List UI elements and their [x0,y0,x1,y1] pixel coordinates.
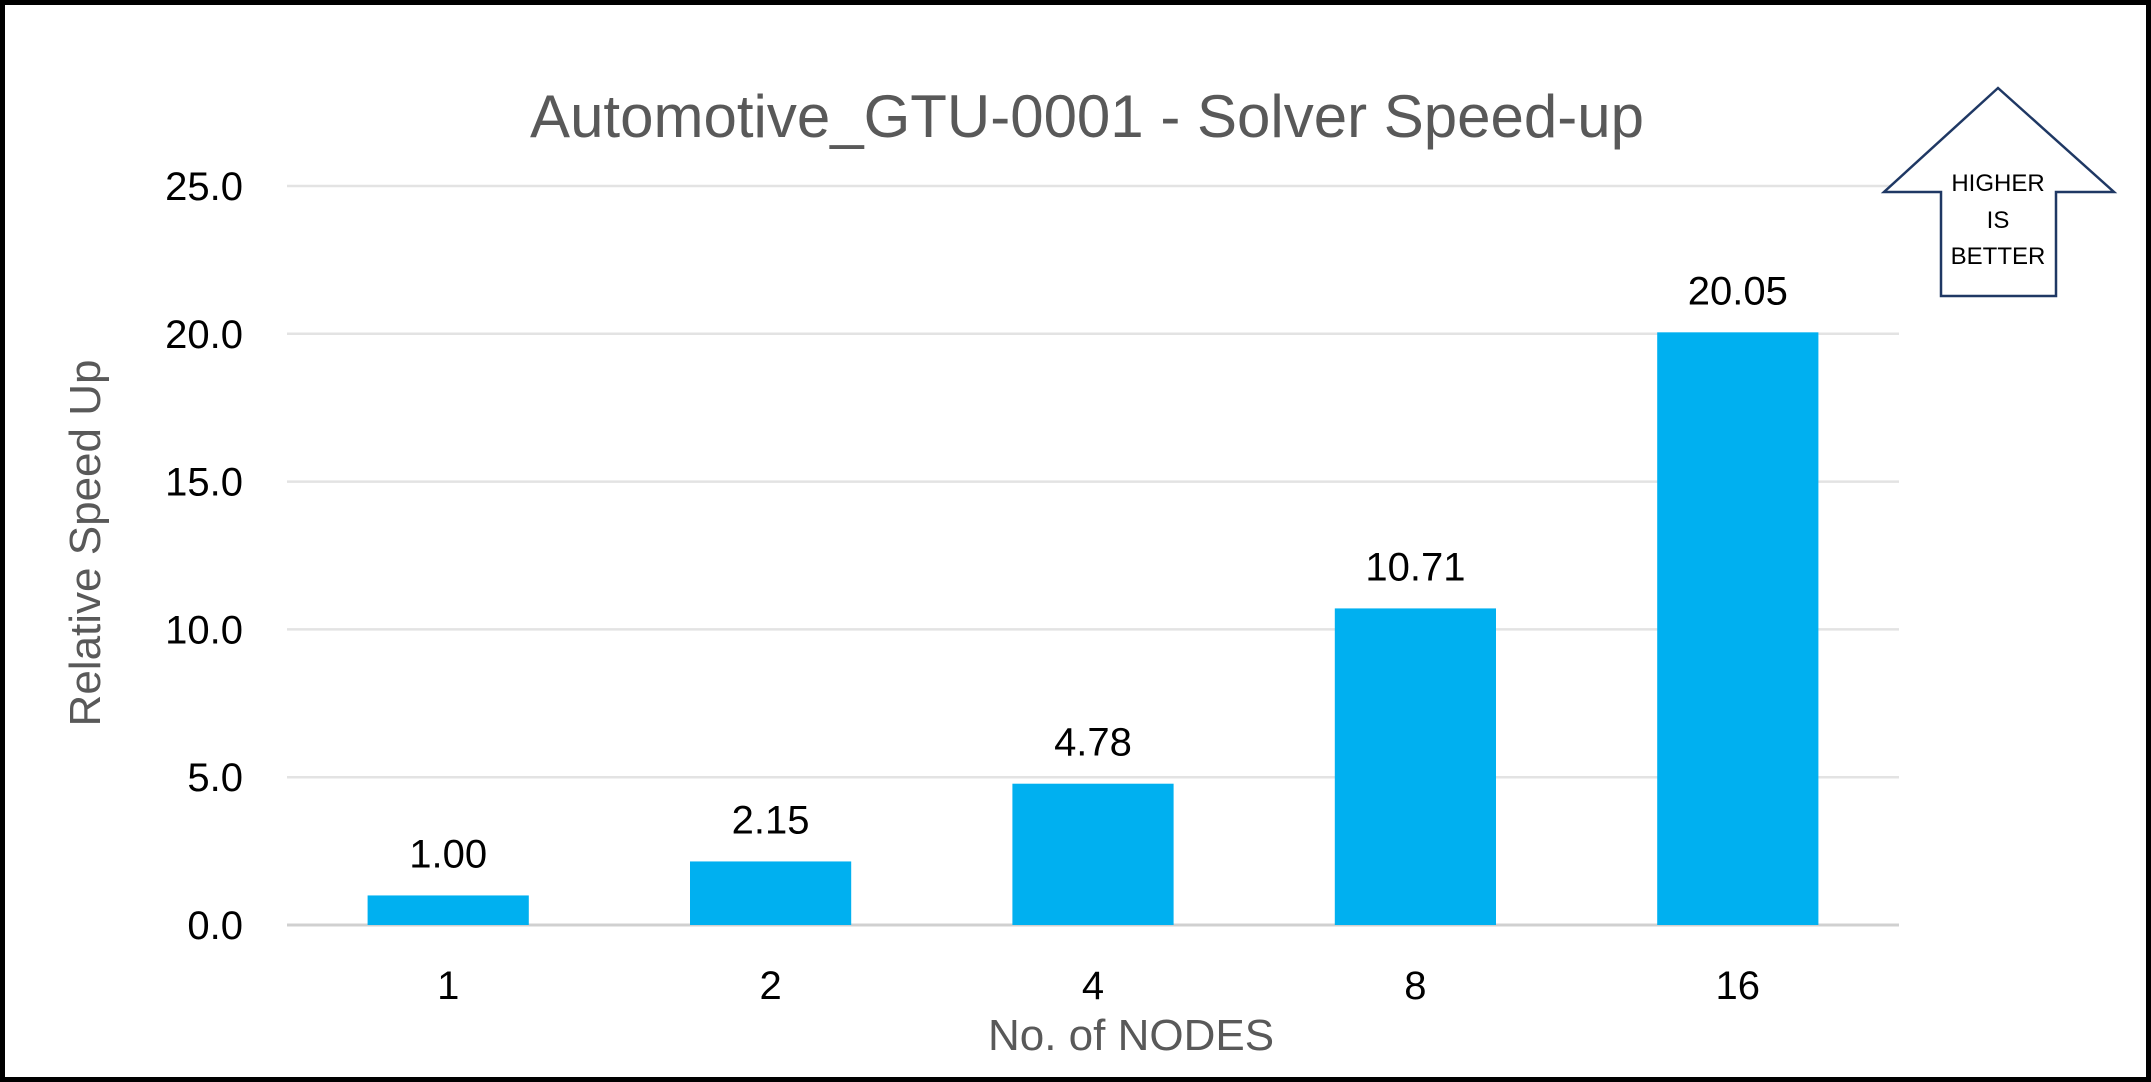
data-label: 2.15 [732,798,810,842]
x-axis-tick-labels: 1 2 4 8 16 [437,964,1760,1008]
y-axis-tick-labels: 0.0 5.0 10.0 15.0 20.0 25.0 [165,165,243,948]
callout-line-3: BETTER [1951,243,2046,270]
x-tick-label: 2 [759,964,781,1008]
bars [367,332,1819,925]
data-label: 10.71 [1365,545,1465,589]
y-tick-label: 0.0 [187,904,243,948]
data-labels: 1.00 2.15 4.78 10.71 20.05 [409,269,1788,876]
bar [690,861,852,925]
x-tick-label: 4 [1082,964,1104,1008]
gridlines [287,184,1899,927]
y-axis-title: Relative Speed Up [61,360,110,727]
y-tick-label: 25.0 [165,165,243,209]
chart-title: Automotive_GTU-0001 - Solver Speed-up [530,83,1644,150]
callout-line-2: IS [1987,207,2010,234]
y-tick-label: 10.0 [165,608,243,652]
y-tick-label: 20.0 [165,313,243,357]
up-arrow-icon [1880,86,2118,298]
bar [1012,783,1174,925]
x-tick-label: 8 [1404,964,1426,1008]
bar [367,895,529,925]
x-axis-title: No. of NODES [988,1011,1274,1060]
bar [1657,332,1819,925]
data-label: 4.78 [1054,721,1132,765]
bar [1334,608,1496,925]
y-tick-label: 15.0 [165,461,243,505]
x-tick-label: 1 [437,964,459,1008]
y-tick-label: 5.0 [187,756,243,800]
higher-is-better-arrow: HIGHER IS BETTER [1880,86,2118,298]
callout-line-1: HIGHER [1951,170,2044,197]
data-label: 20.05 [1688,269,1788,313]
data-label: 1.00 [409,832,487,876]
x-tick-label: 16 [1716,964,1761,1008]
